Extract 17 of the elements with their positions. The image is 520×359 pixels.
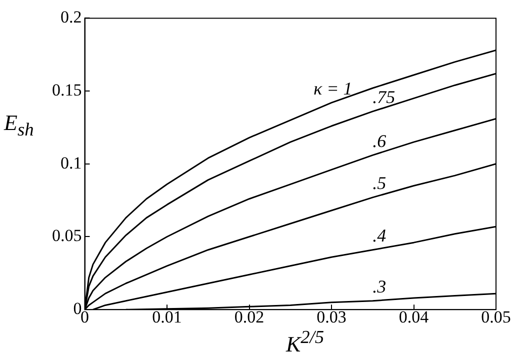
series-label: κ = 1: [314, 78, 352, 98]
y-tick-label: 0.15: [52, 80, 82, 100]
series-label: .75: [372, 87, 396, 108]
series-label: .5: [372, 173, 386, 194]
x-axis-title: K$^{2/5}$: [284, 326, 326, 357]
x-tick-label: 0.05: [481, 307, 511, 326]
series-label: .6: [372, 130, 386, 151]
x-tick-label: 0.02: [234, 307, 264, 326]
y-tick-label: 0.05: [52, 226, 82, 246]
x-tick-label: 0.01: [152, 307, 182, 326]
y-tick-label: 0.1: [60, 153, 82, 172]
x-tick-label: 0.04: [398, 307, 430, 326]
x-tick-label: 0.03: [316, 307, 346, 326]
y-axis-title: E$_{sh}$: [4, 110, 34, 140]
series-label: .3: [372, 276, 386, 297]
y-tick-label: 0.2: [60, 8, 82, 27]
series-label: .4: [372, 226, 386, 246]
